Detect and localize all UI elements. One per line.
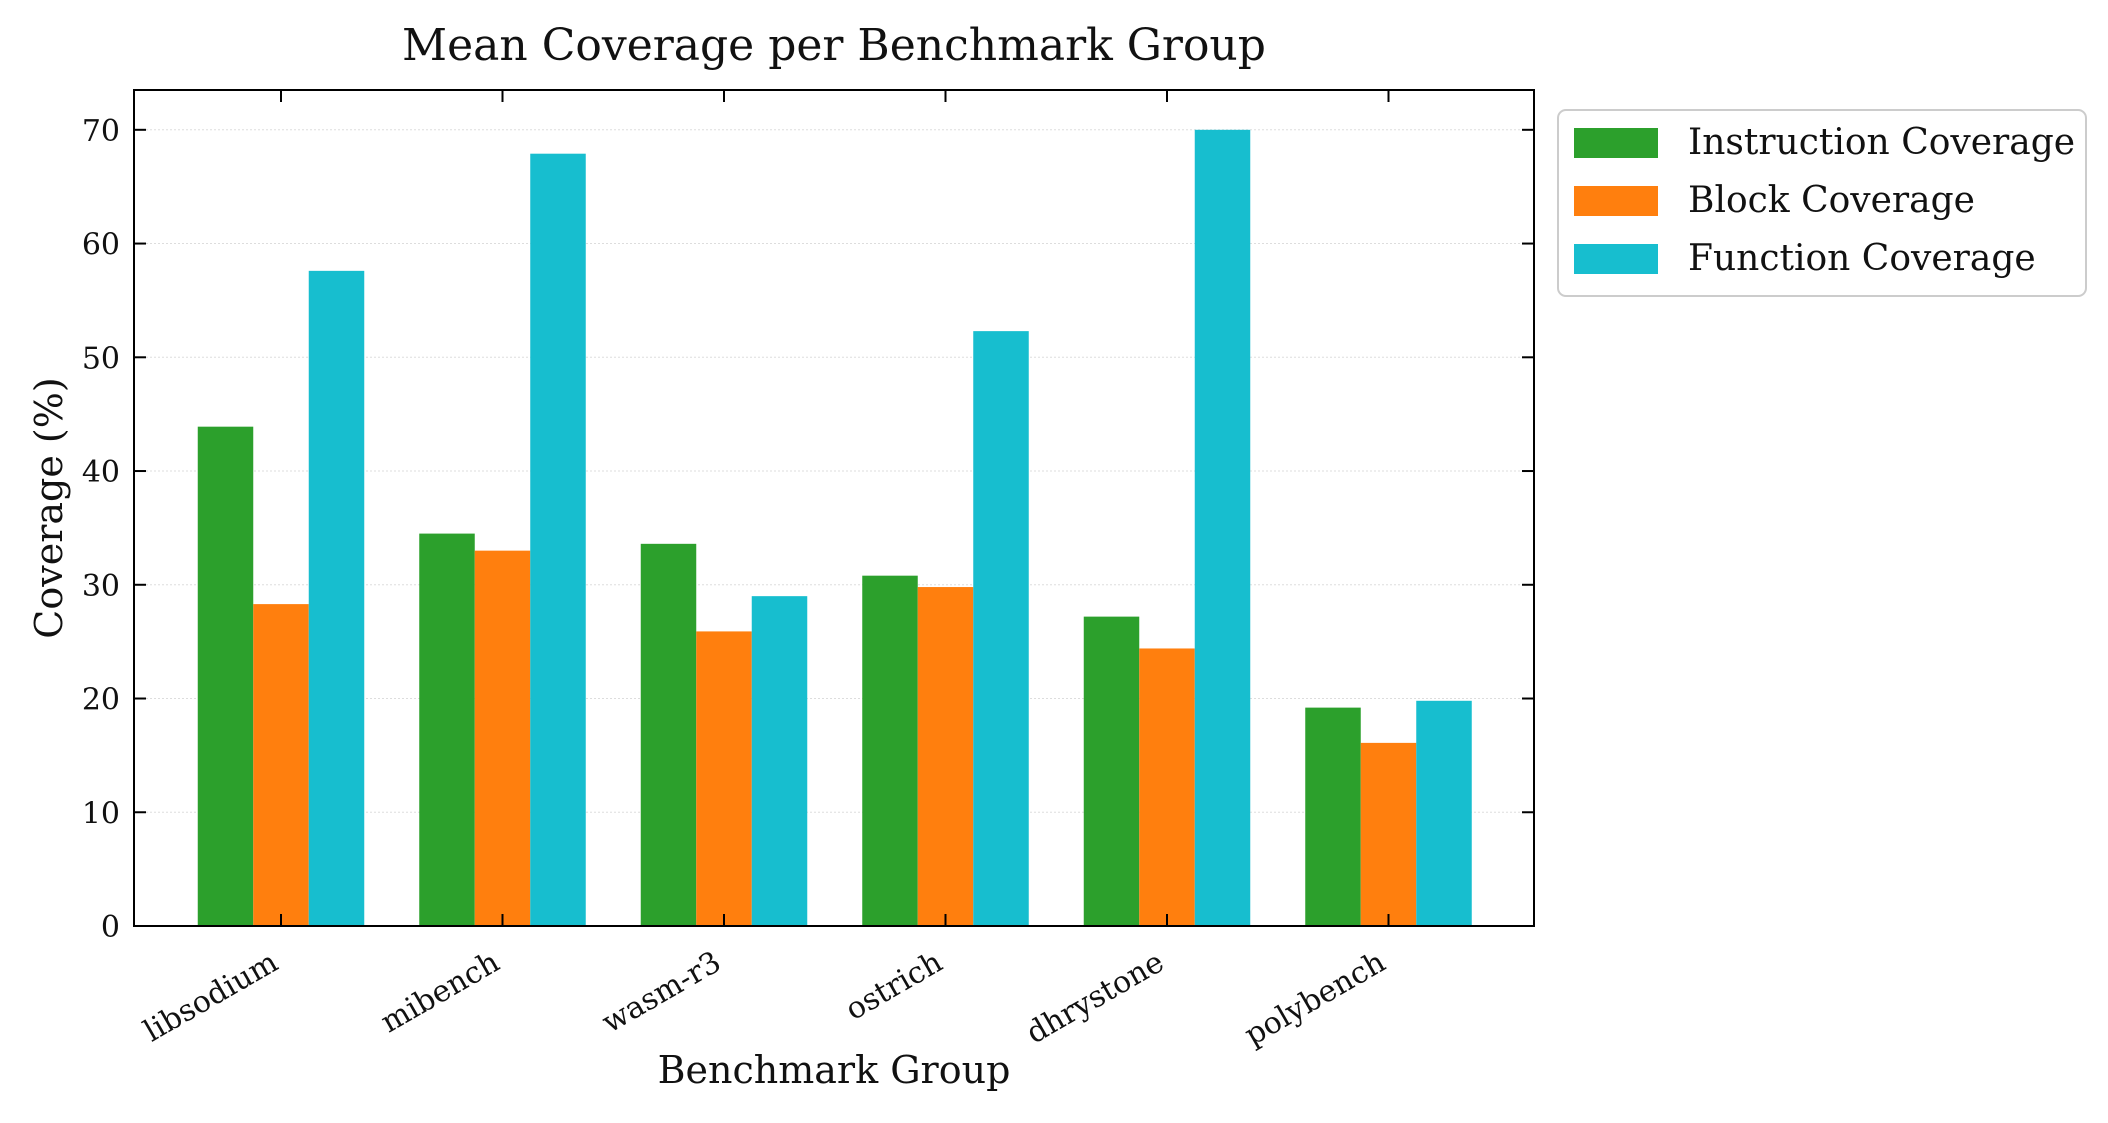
bar-mibench-instruction-coverage	[419, 533, 475, 926]
legend-swatch	[1574, 186, 1658, 216]
bar-dhrystone-instruction-coverage	[1083, 616, 1140, 926]
bar-mibench-block-coverage	[474, 550, 531, 926]
x-tick-label: ostrich	[840, 945, 949, 1028]
bar-ostrich-block-coverage	[917, 587, 974, 926]
axis-ticks	[134, 90, 1534, 927]
bar-libsodium-block-coverage	[253, 604, 309, 926]
x-tick-label: mibench	[375, 945, 505, 1041]
legend-items: Instruction Coverage Block Coverage Functi…	[1574, 122, 2075, 279]
chart-title: Mean Coverage per Benchmark Group	[402, 20, 1266, 71]
y-axis-label: Coverage (%)	[27, 377, 71, 638]
y-tick-label: 40	[82, 455, 120, 490]
x-tick-label: dhrystone	[1021, 945, 1170, 1052]
y-tick-label: 0	[101, 910, 120, 945]
y-tick-label: 30	[82, 569, 120, 604]
bar-libsodium-function-coverage	[308, 270, 365, 926]
bar-wasm-r3-instruction-coverage	[640, 543, 697, 926]
y-tick-label: 50	[82, 341, 120, 376]
bar-ostrich-instruction-coverage	[862, 575, 918, 926]
legend-label: Instruction Coverage	[1688, 122, 2075, 163]
y-tick-labels: 0 10 20 30 40 50 60 70	[82, 114, 120, 945]
grid-lines	[134, 129, 1534, 813]
x-axis-label: Benchmark Group	[658, 1048, 1011, 1092]
bar-mibench-function-coverage	[530, 153, 586, 926]
legend-label: Block Coverage	[1688, 180, 1975, 221]
bar-polybench-function-coverage	[1416, 700, 1472, 926]
y-tick-label: 20	[82, 683, 120, 718]
bar-wasm-r3-block-coverage	[696, 631, 752, 926]
bar-polybench-block-coverage	[1360, 742, 1417, 926]
bar-libsodium-instruction-coverage	[197, 426, 254, 926]
plot-frame	[133, 89, 1535, 927]
legend-frame	[1557, 109, 2087, 297]
y-tick-label: 10	[82, 796, 120, 831]
legend-swatch	[1574, 244, 1658, 274]
legend-swatch	[1574, 128, 1658, 158]
legend: Instruction Coverage Block Coverage Functi…	[1557, 109, 2087, 297]
y-tick-label: 60	[82, 228, 120, 263]
x-tick-label: polybench	[1239, 945, 1392, 1053]
bar-wasm-r3-function-coverage	[751, 596, 808, 926]
bars	[197, 129, 1472, 927]
bar-dhrystone-block-coverage	[1139, 648, 1195, 926]
x-tick-label: wasm-r3	[596, 945, 727, 1041]
x-tick-labels: libsodium mibench wasm-r3 ostrich dhrystone p…	[138, 945, 1392, 1053]
bar-dhrystone-function-coverage	[1194, 129, 1251, 927]
x-tick-label: libsodium	[138, 945, 284, 1050]
legend-label: Function Coverage	[1688, 238, 2036, 279]
bar-polybench-instruction-coverage	[1305, 707, 1361, 926]
bar-ostrich-function-coverage	[973, 331, 1029, 926]
y-tick-label: 70	[82, 114, 120, 149]
